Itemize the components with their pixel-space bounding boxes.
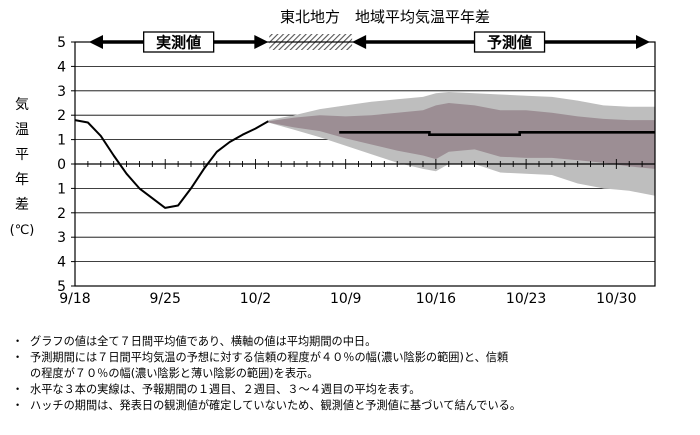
y-axis-label-char: 温 [15, 122, 29, 138]
notes: ・グラフの値は全て７日間平均値であり、横軸の値は平均期間の中日。・予測期間には７… [12, 334, 696, 414]
series [74, 119, 655, 209]
y-tick-label: 3 [57, 230, 66, 246]
x-tick-label: 10/30 [596, 291, 636, 307]
note-line: 水平な３本の実線は、予報期間の１週目、２週目、３～４週目の平均を表す。 [30, 383, 421, 396]
observed-period-label: 実測値 [156, 34, 201, 52]
note-item: ・水平な３本の実線は、予報期間の１週目、２週目、３～４週目の平均を表す。 [12, 382, 696, 398]
note-bullet: ・ [12, 399, 24, 412]
axes [71, 41, 656, 287]
y-axis-label-char: 年 [15, 172, 29, 188]
confidence-bands [268, 92, 655, 196]
y-tick-label: 2 [57, 206, 66, 222]
y-tick-label: 2 [57, 108, 66, 124]
forecast-mean-line [339, 131, 655, 136]
y-tick-label: 3 [57, 84, 66, 100]
y-tick-label: 1 [57, 133, 66, 149]
x-tick-labels: 9/18 9/25 10/2 10/9 10/16 10/23 10/30 [59, 291, 636, 307]
y-axis-label-char: 平 [15, 147, 29, 163]
y-tick-label: 5 [57, 35, 66, 51]
note-line: の程度が７０％の幅(濃い陰影と薄い陰影の範囲)を表示。 [30, 367, 319, 380]
y-axis-label: 気温平年差 (℃) [10, 97, 35, 238]
y-tick-label: 0 [57, 157, 66, 173]
x-tick-label: 10/16 [416, 291, 456, 307]
note-bullet: ・ [12, 351, 24, 364]
x-tick-label: 10/23 [506, 291, 546, 307]
x-tick-label: 10/9 [330, 291, 361, 307]
forecast-period-arrow-head-right [636, 35, 650, 49]
y-tick-label: 4 [57, 59, 66, 75]
note-item: ・予測期間には７日間平均気温の予想に対する信頼の程度が４０％の幅(濃い陰影の範囲… [12, 350, 696, 382]
forecast-period-label: 予測値 [487, 34, 532, 52]
y-axis-label-char: (℃) [10, 223, 35, 238]
observed-period-arrow-head-right [254, 35, 269, 49]
y-axis-label-char: 気 [15, 97, 29, 113]
x-tick-label: 9/18 [59, 291, 90, 307]
period-labels: 実測値 予測値 [89, 31, 650, 53]
y-tick-labels: 5 4 3 2 1 0 1 2 3 4 5 [57, 35, 66, 295]
observed-period-arrow-head-left [89, 35, 103, 49]
observed-line [74, 119, 269, 209]
temperature-anomaly-chart: 東北地方 地域平均気温平年差 気温平年差 (℃) 5 4 3 2 1 0 1 2 3 4 5 9/18… [10, 8, 656, 307]
note-bullet: ・ [12, 335, 24, 348]
observed-period-label-box [143, 31, 215, 53]
note-line: 予測期間には７日間平均気温の予想に対する信頼の程度が４０％の幅(濃い陰影の範囲)… [30, 351, 509, 364]
y-tick-label: 1 [57, 181, 66, 197]
y-tick-label: 5 [57, 279, 66, 295]
y-axis-label-char: 差 [15, 197, 29, 213]
chart-title: 東北地方 地域平均気温平年差 [280, 8, 490, 26]
x-tick-label: 10/2 [240, 291, 271, 307]
note-line: グラフの値は全て７日間平均値であり、横軸の値は平均期間の中日。 [30, 335, 377, 348]
note-bullet: ・ [12, 383, 24, 396]
x-tick-label: 9/25 [149, 291, 180, 307]
note-line: ハッチの期間は、発表日の観測値が確定していないため、観測値と予測値に基づいて結ん… [30, 399, 522, 412]
note-item: ・グラフの値は全て７日間平均値であり、横軸の値は平均期間の中日。 [12, 334, 696, 350]
y-tick-label: 4 [57, 255, 66, 271]
note-item: ・ハッチの期間は、発表日の観測値が確定していないため、観測値と予測値に基づいて結… [12, 398, 696, 414]
forecast-period-arrow-head-left [352, 35, 367, 49]
forecast-period-label-box [473, 31, 546, 53]
